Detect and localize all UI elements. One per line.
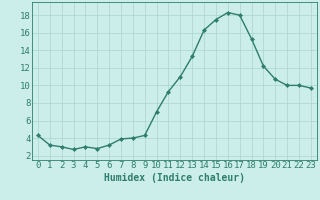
X-axis label: Humidex (Indice chaleur): Humidex (Indice chaleur) (104, 173, 245, 183)
